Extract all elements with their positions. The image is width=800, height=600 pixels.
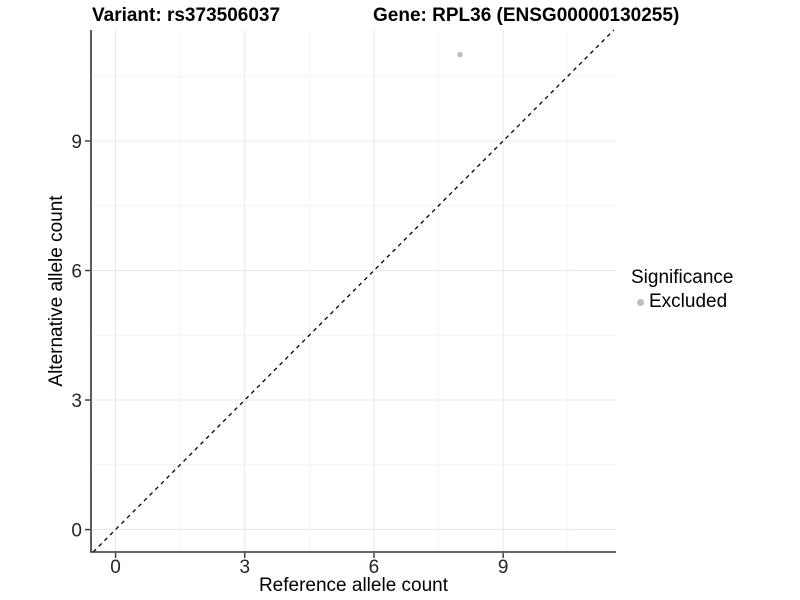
y-tick-label: 0 [71,521,82,542]
x-axis-title: Reference allele count [258,575,449,596]
legend: Significance Excluded [631,266,733,314]
identity-reference-line [92,29,615,553]
x-tick-label: 9 [498,557,509,578]
legend-title: Significance [631,267,734,288]
y-tick-label: 6 [71,261,82,282]
y-axis-title: Alternative allele count [46,195,67,387]
y-tick-label: 3 [71,391,82,412]
excluded-point-icon [637,298,644,306]
x-tick-label: 0 [110,557,121,578]
gene-title: Gene: RPL36 (ENSG00000130255) [373,5,680,26]
x-tick-label: 6 [369,557,380,578]
variant-title: Variant: rs373506037 [92,5,281,26]
legend-item-label: Excluded [649,291,728,312]
x-tick-label: 3 [239,557,250,578]
legend-item-excluded: Excluded [631,290,733,314]
y-tick-label: 9 [71,132,82,153]
data-point [457,51,463,58]
